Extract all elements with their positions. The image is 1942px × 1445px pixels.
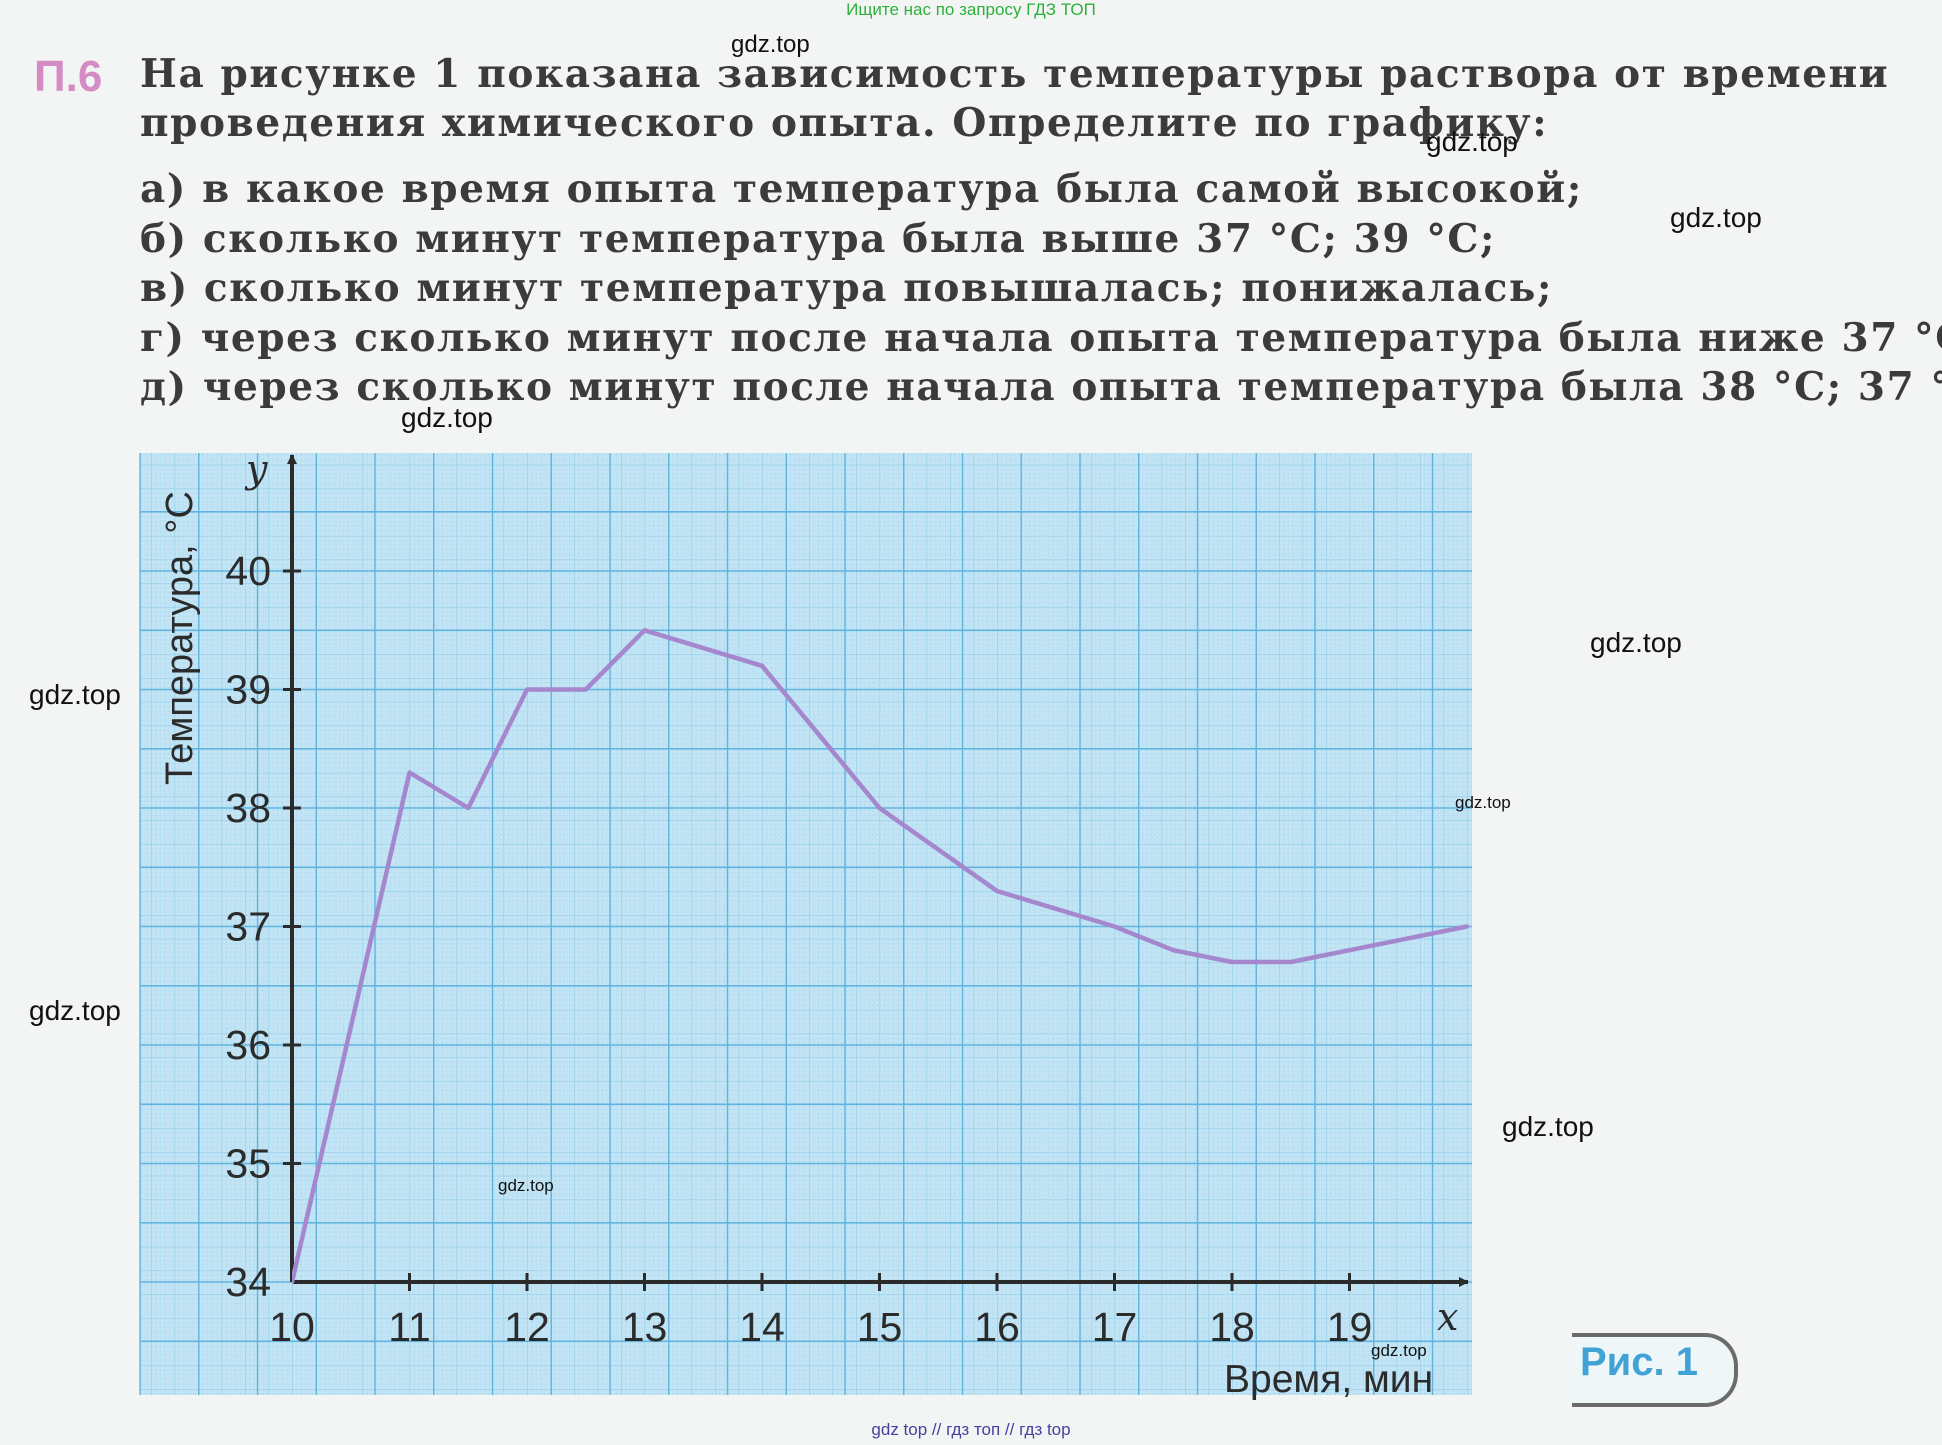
question-d: г) через сколько минут после начала опыт…	[140, 314, 1942, 361]
x-tick-label: 13	[622, 1304, 668, 1350]
x-tick-label: 14	[739, 1304, 785, 1350]
question-e: д) через сколько минут после начала опыт…	[140, 364, 1942, 410]
y-tick-label: 40	[225, 548, 271, 594]
y-tick-label: 37	[225, 904, 271, 950]
x-axis-label: Время, мин	[1224, 1358, 1433, 1401]
y-tick-label: 34	[225, 1259, 271, 1305]
grid-background	[140, 453, 1472, 1395]
y-tick-label: 39	[225, 667, 271, 713]
ticks: 10 11 12 13 14 15 16 17 18 19 34 35 36 37 38 39 40	[225, 548, 1372, 1350]
top-banner: Ищите нас по запросу ГДЗ ТОП	[846, 0, 1096, 19]
figure-badge	[1572, 1333, 1738, 1407]
watermark: gdz.top	[1371, 1341, 1427, 1360]
y-tick-label: 36	[225, 1022, 271, 1068]
question-b: б) сколько минут температура была выше 3…	[140, 215, 1497, 262]
watermark: gdz.top	[29, 995, 121, 1026]
question-c: в) сколько минут температура повышалась;…	[140, 265, 1553, 311]
bottom-watermark-line: gdz top // гдз топ // гдз top	[871, 1420, 1071, 1439]
watermark: gdz.top	[29, 679, 121, 710]
problem-text: На рисунке 1 показана зависимость темпер…	[140, 51, 1890, 146]
series	[292, 628, 1470, 1285]
y-axis-letter: y	[244, 447, 268, 491]
question-a: а) в какое время опыта температура была …	[140, 166, 1583, 212]
watermark: gdz.top	[1502, 1111, 1594, 1142]
major-grid	[139, 453, 1472, 1395]
x-tick-label: 12	[504, 1304, 550, 1350]
x-tick-label: 15	[857, 1304, 903, 1350]
watermark: gdz.top	[1590, 627, 1682, 658]
watermark: gdz.top	[498, 1176, 554, 1195]
series-line	[292, 628, 1470, 1285]
x-tick-label: 16	[974, 1304, 1020, 1350]
x-axis-letter: x	[1437, 1295, 1458, 1339]
y-tick-label: 38	[225, 785, 271, 831]
watermark: gdz.top	[731, 31, 810, 58]
x-tick-label: 19	[1327, 1304, 1373, 1350]
problem-number: П.6	[34, 52, 103, 101]
x-tick-label: 11	[388, 1304, 431, 1350]
watermark: gdz.top	[1426, 126, 1518, 157]
y-tick-label: 35	[225, 1141, 271, 1187]
figure-label: Рис. 1	[1580, 1340, 1698, 1384]
question-list: а) в какое время опыта температура была …	[140, 165, 1942, 413]
y-axis-label: Температура, °C	[159, 491, 201, 785]
x-tick-label: 17	[1092, 1304, 1138, 1350]
watermark: gdz.top	[401, 402, 493, 433]
x-tick-label: 10	[269, 1304, 315, 1350]
watermark: gdz.top	[1455, 793, 1511, 812]
x-tick-label: 18	[1209, 1304, 1255, 1350]
watermark: gdz.top	[1670, 202, 1762, 233]
